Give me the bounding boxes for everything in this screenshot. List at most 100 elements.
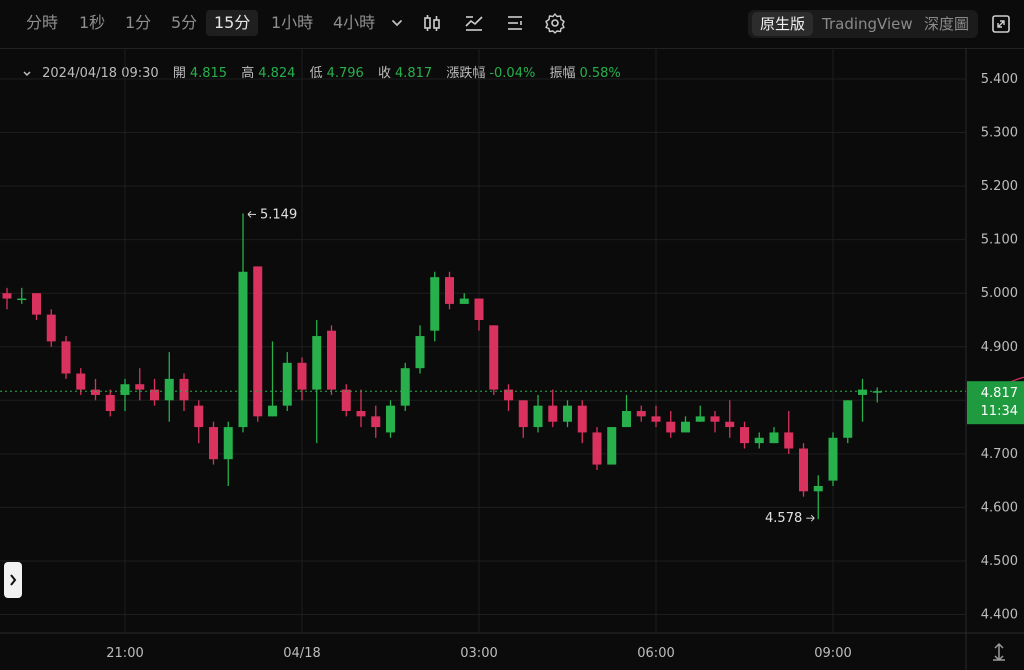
timeframe-0[interactable]: 分時: [26, 13, 59, 32]
y-tick-label: 5.400: [981, 72, 1018, 87]
view-option-1[interactable]: TradingView: [822, 15, 913, 33]
list-settings-icon[interactable]: [504, 12, 526, 34]
candle-body[interactable]: [651, 416, 661, 422]
candle-body[interactable]: [282, 362, 292, 406]
view-option-2[interactable]: 深度圖: [924, 15, 970, 33]
candle-body[interactable]: [120, 384, 130, 395]
candle-body[interactable]: [76, 373, 86, 390]
candle-body[interactable]: [636, 411, 646, 417]
candle-body[interactable]: [238, 271, 248, 428]
candle-body[interactable]: [725, 421, 735, 428]
candle-body[interactable]: [872, 391, 882, 393]
last-price-box[interactable]: [967, 381, 1024, 425]
candle-body[interactable]: [843, 400, 853, 438]
collapse-chevron-icon[interactable]: [22, 69, 32, 79]
candle-body[interactable]: [341, 389, 351, 412]
candle-body[interactable]: [622, 411, 631, 428]
candle-body[interactable]: [695, 416, 705, 422]
x-tick-label: 04/18: [283, 646, 320, 661]
candle-body[interactable]: [577, 405, 587, 433]
y-tick-label: 4.900: [981, 340, 1018, 355]
gear-icon[interactable]: [544, 12, 566, 34]
y-tick-label: 5.200: [981, 179, 1018, 194]
side-panel-toggle[interactable]: [4, 562, 22, 598]
candle-body[interactable]: [46, 314, 56, 342]
candle-body[interactable]: [666, 421, 676, 433]
candle-body[interactable]: [769, 432, 779, 444]
candle-body[interactable]: [2, 293, 12, 299]
low-arrow-head: [810, 514, 815, 522]
candle-body[interactable]: [150, 389, 159, 401]
candle-body[interactable]: [268, 405, 277, 417]
ohlc-high-label: 高: [241, 66, 255, 81]
candle-body[interactable]: [681, 421, 690, 433]
candle-body[interactable]: [489, 325, 499, 390]
ohlc-open: 4.815: [189, 66, 228, 81]
candle-body[interactable]: [61, 341, 71, 374]
x-tick-label: 03:00: [460, 646, 497, 661]
candle-body[interactable]: [740, 427, 749, 444]
ohlc-low-label: 低: [309, 66, 323, 81]
timeframe-4[interactable]: 15分: [206, 10, 259, 36]
candle-body[interactable]: [179, 378, 189, 401]
low-annotation: 4.578: [765, 511, 802, 526]
ohlc-amplitude: 0.58%: [579, 66, 621, 81]
timeframe-3[interactable]: 5分: [171, 13, 198, 32]
candle-body[interactable]: [209, 427, 218, 460]
candle-body[interactable]: [784, 432, 794, 449]
candle-body[interactable]: [548, 405, 558, 422]
candle-body[interactable]: [105, 394, 115, 412]
x-tick-label: 09:00: [814, 646, 851, 661]
candle-body[interactable]: [474, 298, 484, 320]
candle-body[interactable]: [592, 432, 602, 465]
candle-body[interactable]: [799, 448, 808, 492]
view-option-0[interactable]: 原生版: [752, 12, 814, 36]
candle-body[interactable]: [386, 405, 395, 433]
ohlc-high: 4.824: [258, 66, 296, 81]
y-tick-label: 4.400: [981, 608, 1018, 623]
candle-body[interactable]: [813, 485, 823, 492]
timeframe-5[interactable]: 1小時: [271, 13, 314, 32]
last-price-label: 4.817: [981, 386, 1018, 401]
candle-body[interactable]: [858, 389, 867, 395]
candle-body[interactable]: [32, 293, 41, 315]
candlestick-type-icon[interactable]: [421, 12, 443, 34]
candle-body[interactable]: [223, 427, 233, 460]
candle-body[interactable]: [297, 362, 307, 390]
candle-body[interactable]: [445, 277, 454, 304]
candle-body[interactable]: [253, 266, 263, 417]
ohlc-close: 4.817: [394, 66, 433, 81]
candle-body[interactable]: [371, 416, 381, 428]
candle-body[interactable]: [430, 277, 440, 331]
candle-body[interactable]: [607, 427, 617, 465]
timeframe-1[interactable]: 1秒: [79, 13, 106, 32]
scroll-to-latest-icon[interactable]: [988, 641, 1010, 663]
candle-body[interactable]: [327, 330, 336, 390]
candle-body[interactable]: [533, 405, 543, 428]
ohlc-open-label: 開: [172, 66, 186, 81]
candle-body[interactable]: [459, 298, 469, 304]
fullscreen-icon[interactable]: [990, 13, 1012, 35]
candle-body[interactable]: [91, 389, 100, 395]
candle-body[interactable]: [164, 378, 174, 401]
candle-body[interactable]: [504, 389, 513, 401]
candle-body[interactable]: [17, 298, 27, 301]
candle-body[interactable]: [400, 368, 410, 406]
candle-body[interactable]: [415, 336, 425, 369]
candle-body[interactable]: [135, 384, 145, 390]
candle-body[interactable]: [754, 437, 764, 444]
candle-body[interactable]: [710, 416, 720, 422]
timeframe-6[interactable]: 4小時: [333, 13, 376, 32]
candle-body[interactable]: [518, 400, 528, 428]
candle-body[interactable]: [828, 437, 838, 481]
candle-body[interactable]: [194, 405, 204, 428]
candle-body[interactable]: [563, 405, 572, 422]
indicator-icon[interactable]: [463, 12, 485, 34]
candle-body[interactable]: [312, 336, 322, 390]
chevron-down-icon[interactable]: [388, 14, 406, 32]
timeframe-2[interactable]: 1分: [125, 13, 152, 32]
candle-body[interactable]: [356, 411, 366, 417]
ohlc-change: -0.04%: [489, 66, 536, 81]
candlestick-chart[interactable]: 5.4005.3005.2005.1005.0004.9004.8004.700…: [0, 48, 1024, 670]
